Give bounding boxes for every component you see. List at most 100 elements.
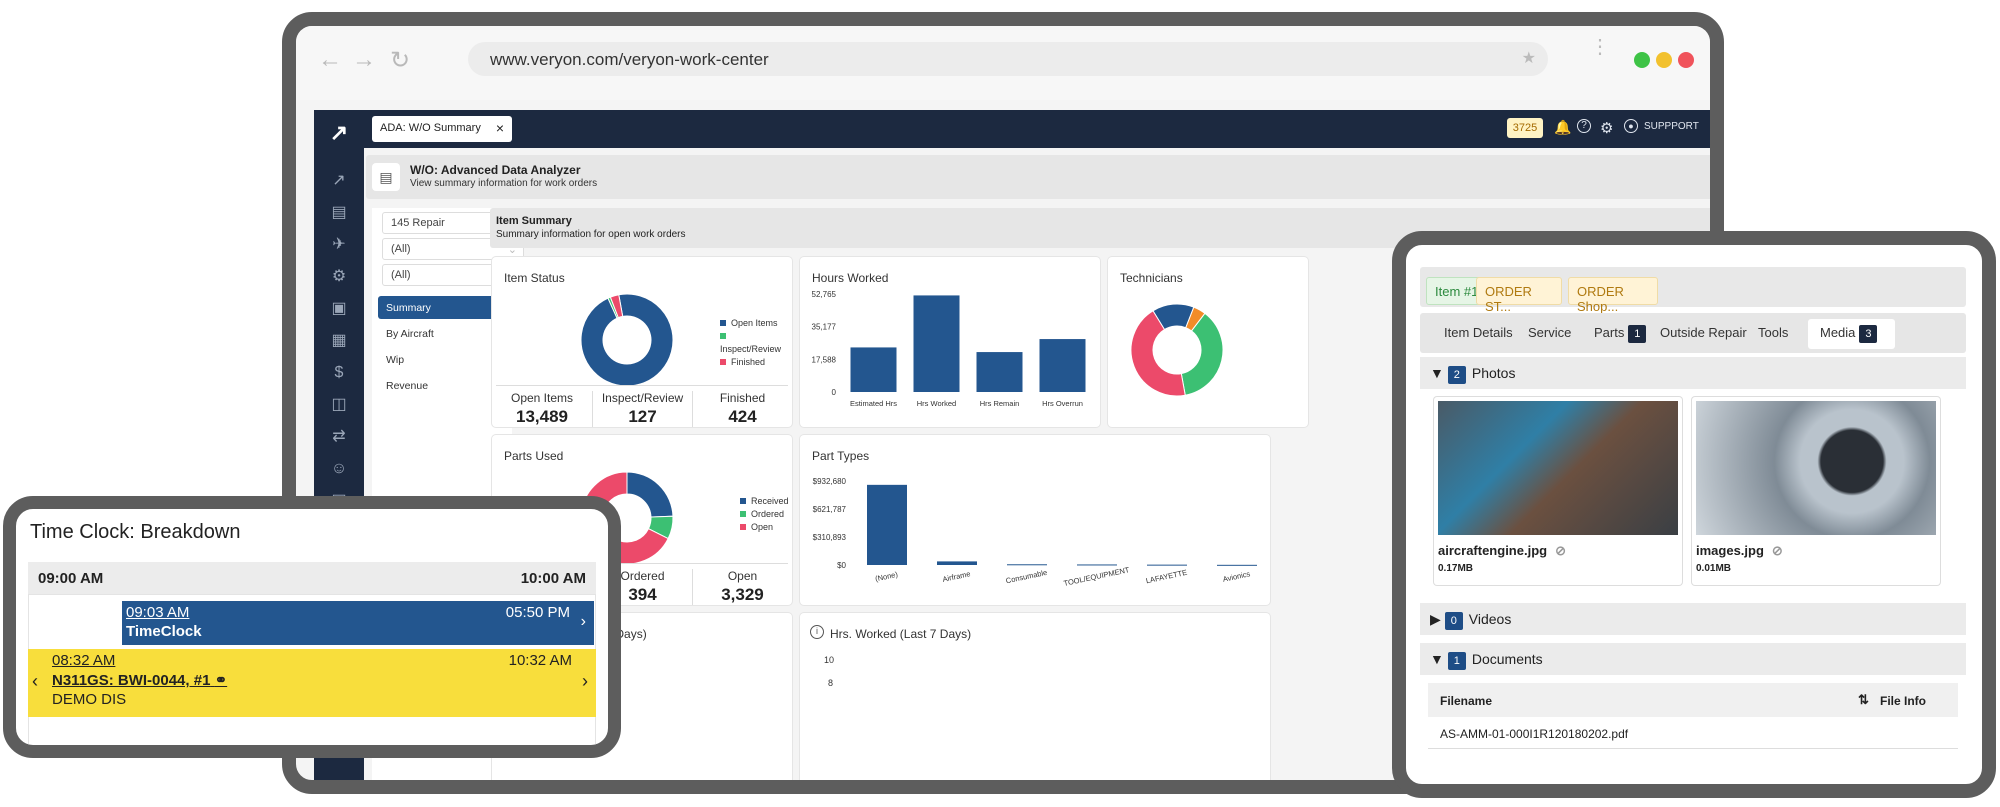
filter-value: (All) [391,243,411,255]
donut-slice-green[interactable] [1180,312,1224,396]
tab-media[interactable]: Media 3 [1808,319,1896,349]
donut-slice-finished[interactable] [609,294,624,319]
chevron-right-icon[interactable]: › [582,671,588,691]
users-icon[interactable]: ☺ [330,460,348,477]
tab-outside-repair[interactable]: Outside Repair [1660,325,1747,340]
address-bar[interactable]: www.veryon.com/veryon-work-center ★ [468,42,1548,76]
workorder-entry[interactable]: ‹ 08:32 AM 10:32 AM N311GS: BWI-0044, #1… [28,649,596,717]
col-file-info[interactable]: File Info [1880,694,1926,708]
photo-thumbnail[interactable] [1696,401,1936,535]
bell-icon[interactable]: 🔔 [1554,119,1572,135]
box-icon[interactable]: ▣ [331,300,347,317]
bar-avionics[interactable] [1217,564,1257,566]
order-status-pill[interactable]: ORDER ST... [1476,277,1562,314]
gear-icon[interactable]: ⚙ [1600,120,1614,137]
x-tick-label: Avionics [1222,569,1251,584]
bar-airframe[interactable] [937,561,977,565]
section-subtitle: Summary information for open work orders [496,229,686,240]
bar-consumable[interactable] [1007,564,1047,566]
tab-parts[interactable]: Parts 1 [1594,325,1652,343]
bar-hrs-worked[interactable] [913,295,960,392]
col-filename[interactable]: Filename [1440,694,1493,708]
menu-kebab-icon[interactable]: ⋮ [1590,36,1610,58]
minimize-dot-icon[interactable] [1656,52,1672,68]
tab-ada-summary[interactable]: ADA: W/O Summary × [372,116,512,142]
card-title: Parts Used [504,449,564,463]
maximize-dot-icon[interactable] [1634,52,1650,68]
bar-hrs-overrun[interactable] [1039,339,1086,392]
support-label[interactable]: SUPPPORT [1644,121,1699,132]
donut-slice-received[interactable] [626,471,674,518]
entry-start[interactable]: 09:03 AM [126,604,190,621]
tab-item-details[interactable]: Item Details [1444,325,1513,340]
timeclock-entry[interactable]: 09:03 AM 05:50 PM TimeClock › [122,601,594,645]
veryon-logo-icon[interactable]: ↗ [329,120,349,145]
chevron-right-icon[interactable]: › [580,613,586,630]
bar-estimated-hrs[interactable] [850,347,897,392]
y-tick-label: 52,765 [812,290,837,299]
document-icon: ▤ [372,163,400,191]
nav-wip[interactable]: Wip [386,354,405,366]
nav-by-aircraft[interactable]: By Aircraft [386,328,434,340]
url-text: www.veryon.com/veryon-work-center [490,50,769,69]
videos-section-header[interactable]: ▶ 0 Videos [1420,603,1966,635]
info-icon[interactable]: i [810,625,824,639]
photo-card[interactable]: images.jpg ⊘ 0.01MB [1692,397,1940,585]
tab-label: ADA: W/O Summary [380,122,481,134]
bar-hrs-remain[interactable] [976,352,1023,392]
bookmark-star-icon[interactable]: ★ [1521,50,1536,67]
user-icon[interactable]: ● [1624,119,1638,133]
entry-label[interactable]: N311GS: BWI-0044, #1 ⚭ [52,671,227,689]
technicians-card: Technicians [1108,257,1308,427]
donut-slice-red[interactable] [1130,310,1186,397]
bar-lafayette[interactable] [1147,564,1187,566]
browser-toolbar: ← → ↻ www.veryon.com/veryon-work-center … [296,26,1710,100]
legend-item: Open Items [720,317,792,330]
bar-tool-equipment[interactable] [1077,564,1117,566]
photo-card[interactable]: aircraftengine.jpg ⊘ 0.17MB [1434,397,1682,585]
filter-select-2[interactable]: (All) ⌄ [382,238,524,260]
close-dot-icon[interactable] [1678,52,1694,68]
stat-label: Inspect/Review [601,391,684,405]
entry-end: 10:32 AM [508,652,572,669]
reload-icon[interactable]: ↻ [390,47,411,74]
forward-icon[interactable]: → [352,46,376,73]
nav-revenue[interactable]: Revenue [386,380,429,392]
entry-start[interactable]: 08:32 AM [52,652,116,669]
airplane-icon[interactable]: ✈ [332,236,346,253]
transfer-icon[interactable]: ⇄ [332,428,346,445]
time-clock-title: Time Clock: Breakdown [30,521,241,543]
tab-service[interactable]: Service [1528,325,1572,340]
close-tab-icon[interactable]: × [495,120,504,136]
nav-summary[interactable]: Summary [378,296,528,319]
help-icon[interactable]: ? [1577,119,1591,133]
count-badge[interactable]: 3725 [1507,118,1543,138]
photos-section-header[interactable]: ▼ 2 Photos [1420,357,1966,389]
hide-icon[interactable]: ⊘ [1771,543,1783,558]
back-icon[interactable]: ← [318,46,342,73]
analytics-icon[interactable]: ↗ [332,172,346,189]
tab-label: Media [1820,325,1856,340]
filter-select-1[interactable]: 145 Repair⌄ [382,212,524,234]
document-icon[interactable]: ▤ [331,204,347,221]
divider [496,385,788,386]
donut-slice-open-items[interactable] [580,293,674,387]
tab-tools[interactable]: Tools [1758,325,1789,340]
order-shop-pill[interactable]: ORDER Shop... [1568,277,1658,314]
legend-label: Finished [731,357,766,367]
documents-section-header[interactable]: ▼ 1 Documents [1420,643,1966,675]
table-row[interactable]: AS-AMM-01-000I1R120180202.pdf [1428,717,1958,749]
hide-icon[interactable]: ⊘ [1555,543,1566,558]
cart-icon[interactable]: ◫ [331,396,347,413]
invoice-icon[interactable]: $ [334,364,344,381]
chevron-left-icon[interactable]: ‹ [32,671,38,691]
sort-icon[interactable]: ⇅ [1858,692,1869,707]
x-tick-label: Hrs Overrun [1042,399,1083,408]
y-tick-label: $310,893 [813,533,847,542]
engine-icon[interactable]: ⚙ [331,268,347,285]
grid-icon[interactable]: ▦ [331,332,347,349]
x-tick-label: Consumable [1005,568,1048,586]
bar--none-[interactable] [867,484,907,565]
photo-thumbnail[interactable] [1438,401,1678,535]
document-filename[interactable]: AS-AMM-01-000I1R120180202.pdf [1440,727,1629,741]
